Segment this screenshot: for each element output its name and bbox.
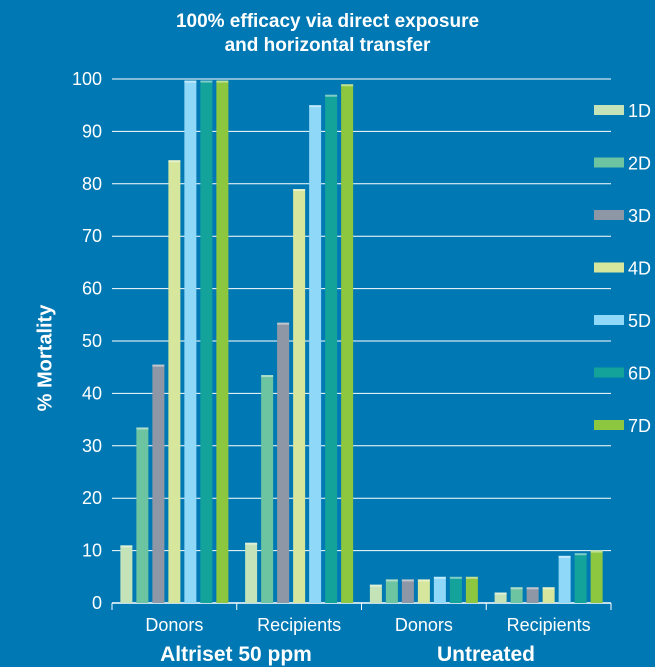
bar-highlight xyxy=(136,427,149,430)
bar-highlight xyxy=(494,592,507,595)
legend-swatch-7d xyxy=(594,420,624,430)
bar-6d xyxy=(200,80,213,603)
legend-label: 6D xyxy=(628,364,651,384)
legend-swatch-4d xyxy=(594,262,624,273)
x-tick-label: Donors xyxy=(145,615,203,635)
bar-1d xyxy=(120,545,133,603)
y-tick-label: 60 xyxy=(82,279,102,299)
bar-highlight xyxy=(152,364,165,367)
legend-swatch-1d xyxy=(594,105,624,115)
bar-4d xyxy=(168,160,181,603)
legend-label: 3D xyxy=(628,206,651,226)
bar-1d xyxy=(245,542,258,603)
legend-swatch-2d xyxy=(594,157,624,168)
bar-highlight xyxy=(120,545,133,548)
bar-4d xyxy=(417,579,430,603)
bar-highlight xyxy=(449,576,462,579)
x-tick-label: Recipients xyxy=(507,615,591,635)
bar-highlight xyxy=(510,587,523,590)
bar-6d xyxy=(325,94,338,603)
bar-7d xyxy=(590,550,603,603)
bar-3d xyxy=(152,364,165,603)
bar-6d xyxy=(574,553,587,603)
bar-7d xyxy=(465,576,478,603)
bar-4d xyxy=(293,189,306,604)
bar-highlight xyxy=(184,80,197,83)
bar-highlight xyxy=(309,105,322,108)
bar-highlight xyxy=(216,80,229,83)
group-label-untreated: Untreated xyxy=(436,643,536,666)
bar-2d xyxy=(385,579,398,603)
bar-2d xyxy=(136,427,149,603)
x-tick-label: Donors xyxy=(395,615,453,635)
chart-title-line-1: 100% efficacy via direct exposure xyxy=(175,11,480,32)
bar-highlight xyxy=(261,375,274,378)
bar-2d xyxy=(510,587,523,603)
bar-highlight xyxy=(433,576,446,579)
chart-title-line-2: and horizontal transfer xyxy=(224,35,431,56)
bar-highlight xyxy=(385,579,398,582)
bar-1d xyxy=(494,592,507,603)
bar-3d xyxy=(526,587,539,603)
bar-7d xyxy=(341,84,354,604)
bar-4d xyxy=(542,587,555,603)
bar-highlight xyxy=(168,160,181,163)
y-tick-label: 90 xyxy=(82,121,102,141)
y-tick-label: 100 xyxy=(72,69,102,89)
legend-label: 1D xyxy=(628,101,651,121)
y-tick-label: 70 xyxy=(82,226,102,246)
x-tick-label: Recipients xyxy=(257,615,341,635)
bar-5d xyxy=(309,105,322,603)
legend-label: 4D xyxy=(628,259,651,279)
y-tick-label: 10 xyxy=(82,541,102,561)
bar-highlight xyxy=(542,587,555,590)
bar-highlight xyxy=(245,542,258,545)
bar-highlight xyxy=(341,84,354,87)
y-tick-label: 40 xyxy=(82,383,102,403)
bar-6d xyxy=(449,576,462,603)
legend-swatch-3d xyxy=(594,210,624,220)
bar-5d xyxy=(433,576,446,603)
bar-1d xyxy=(369,584,382,603)
legend-swatch-6d xyxy=(594,367,624,378)
bar-7d xyxy=(216,80,229,603)
bar-highlight xyxy=(293,189,306,192)
bar-highlight xyxy=(401,579,414,582)
legend-label: 5D xyxy=(628,311,651,331)
bar-highlight xyxy=(526,587,539,590)
bar-highlight xyxy=(590,550,603,553)
bar-2d xyxy=(261,375,274,603)
bar-highlight xyxy=(200,80,213,83)
group-label-altriset: Altriset 50 ppm xyxy=(160,643,312,666)
y-tick-label: 50 xyxy=(82,331,102,351)
bar-highlight xyxy=(277,322,290,325)
legend-label: 2D xyxy=(628,154,651,174)
legend-label: 7D xyxy=(628,416,651,436)
bar-highlight xyxy=(417,579,430,582)
bar-highlight xyxy=(558,555,571,558)
y-tick-label: 0 xyxy=(92,593,102,613)
bar-highlight xyxy=(465,576,478,579)
y-tick-label: 20 xyxy=(82,488,102,508)
bar-highlight xyxy=(325,94,338,97)
bar-5d xyxy=(558,555,571,603)
y-tick-label: 80 xyxy=(82,174,102,194)
legend-swatch-5d xyxy=(594,315,624,325)
bar-3d xyxy=(401,579,414,603)
bar-5d xyxy=(184,80,197,603)
bar-highlight xyxy=(574,553,587,556)
bar-3d xyxy=(277,322,290,603)
y-tick-label: 30 xyxy=(82,436,102,456)
bar-highlight xyxy=(369,584,382,587)
